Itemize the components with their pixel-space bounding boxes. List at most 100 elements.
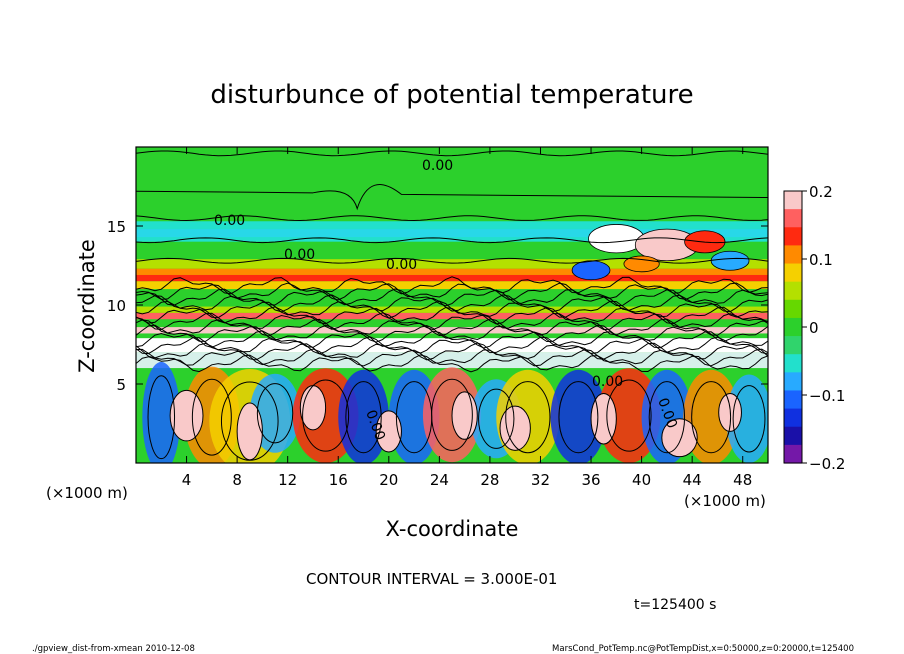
colorbar-segment [784, 263, 802, 283]
colorbar-tick-label: −0.1 [809, 387, 845, 405]
plume-core [169, 389, 204, 442]
contour-line [478, 388, 515, 449]
contour-line [505, 381, 551, 454]
contour-line [136, 294, 768, 313]
colorbar-tick-label: −0.2 [809, 455, 845, 473]
plume-core [375, 410, 402, 453]
field-layer [136, 259, 768, 269]
colorbar-segment [784, 299, 802, 319]
contour-line [345, 381, 382, 454]
x-tick-label: 40 [632, 471, 651, 489]
contour-lines [136, 150, 768, 461]
x-axis-label: X-coordinate [386, 517, 519, 541]
x-tick-label: 12 [278, 471, 297, 489]
x-tick-label: 44 [683, 471, 702, 489]
colorbar-segment [784, 390, 802, 410]
y-tick-label: 15 [107, 218, 126, 236]
contour-label: 0.00 [422, 158, 453, 174]
colorbar-segment [784, 281, 802, 301]
field-layer [136, 289, 768, 305]
field-layer [136, 268, 768, 275]
contour-line [136, 257, 768, 264]
contour-line [136, 184, 768, 211]
contour-interval-text: CONTOUR INTERVAL = 3.000E-01 [306, 570, 557, 588]
plume-core [299, 385, 327, 431]
footer-left: ./gpview_dist-from-xmean 2010-12-08 [32, 644, 195, 654]
contour-line [136, 354, 768, 373]
chart-title: disturbunce of potential temperature [210, 80, 693, 110]
x-unit-label: (×1000 m) [46, 484, 128, 502]
x-tick-label: 28 [480, 471, 499, 489]
contour-line [136, 150, 768, 157]
contour-line [431, 378, 473, 451]
colorbar-tick-label: 0 [809, 319, 819, 337]
contour-line [136, 237, 768, 244]
contour-line [302, 379, 350, 452]
x-tick-label: 24 [430, 471, 449, 489]
contour-label: 0.00 [214, 213, 245, 229]
contour-line [136, 342, 768, 361]
x-unit-label-right: (×1000 m) [684, 492, 766, 510]
contour-label: 0.00 [386, 257, 417, 273]
contour-line [691, 381, 732, 454]
plume-core [499, 405, 531, 451]
colorbar-segment [784, 336, 802, 355]
x-tick-label: 32 [531, 471, 550, 489]
field-layer [136, 312, 768, 320]
contour-line [191, 378, 232, 456]
field-layer [136, 281, 768, 290]
contour-line [606, 379, 652, 452]
x-tick-label: 36 [581, 471, 600, 489]
contour-label: 0.00 [592, 374, 623, 390]
x-tick-label: 8 [232, 471, 242, 489]
contour-line [136, 215, 768, 222]
x-tick-label: 16 [329, 471, 348, 489]
y-tick-label: 5 [116, 376, 126, 394]
x-tick-label: 48 [733, 471, 752, 489]
y-tick-label: 10 [107, 297, 126, 315]
upper-anomaly [623, 255, 660, 273]
x-tick-label: 20 [379, 471, 398, 489]
field-layer [136, 274, 768, 282]
x-tick-label: 4 [182, 471, 192, 489]
contour-line [648, 381, 686, 454]
colorbar-segment [784, 372, 802, 392]
colorbar-segment [784, 408, 802, 428]
colorbar-segment [784, 209, 802, 228]
plume-core [661, 418, 698, 458]
contour-line [136, 336, 768, 355]
contour-line [136, 300, 768, 319]
contour-line [136, 288, 768, 307]
contour-label: 0.00 [284, 247, 315, 263]
upper-anomaly [571, 260, 611, 281]
footer-right: MarsCond_PotTemp.nc@PotTempDist,x=0:5000… [552, 644, 854, 654]
time-label: t=125400 s [634, 597, 716, 613]
y-axis: 5 10 15 [107, 218, 768, 394]
colorbar-segment [784, 317, 802, 337]
upper-anomaly [710, 250, 750, 271]
contour-line [136, 324, 768, 343]
y-axis-label: Z-coordinate [75, 239, 99, 373]
plot-area [136, 147, 768, 463]
colorbar-tick-label: 0.2 [809, 183, 833, 201]
contour-line [136, 276, 768, 295]
contour-line [147, 375, 176, 460]
colorbar: 0.2 0.1 0 −0.1 −0.2 [783, 183, 845, 473]
contour-line [256, 383, 294, 444]
plume-core [451, 391, 478, 440]
field-layer [136, 306, 768, 313]
colorbar-segment [784, 444, 802, 464]
contour-line [732, 385, 766, 453]
colorbar-tick-label: 0.1 [809, 251, 833, 269]
plume-core [236, 402, 263, 461]
contour-line [220, 381, 279, 461]
field-layer [136, 229, 768, 238]
colorbar-segment [784, 227, 802, 246]
contour-line [558, 381, 599, 454]
contour-line [136, 330, 768, 349]
x-axis: 4 8 12 16 20 24 28 32 36 40 44 48 [182, 147, 752, 489]
colorbar-segment [784, 426, 802, 446]
colorbar-segment [784, 354, 802, 373]
colorbar-segment [784, 191, 802, 210]
